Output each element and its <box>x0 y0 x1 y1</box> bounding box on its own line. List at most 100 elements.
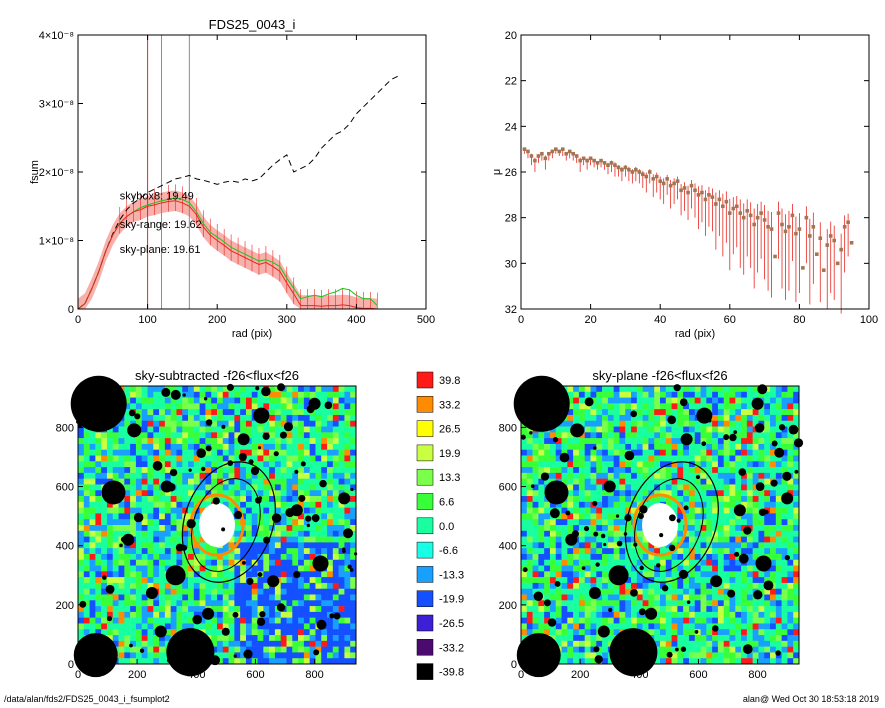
sky-plane-pixel <box>741 461 748 468</box>
sky-plane-pixel <box>526 600 533 607</box>
sky-plane-pixel <box>567 582 574 590</box>
sky-plane-pixel <box>596 594 603 601</box>
sky-subtracted-ellipse-inner <box>191 478 261 572</box>
sky-subtracted-pixel <box>286 467 293 474</box>
sky-subtracted-pixel <box>89 530 96 537</box>
sky-plane-pixel <box>746 397 753 404</box>
sky-plane-pixel <box>723 611 730 618</box>
sky-plane-pixel <box>700 623 707 630</box>
sky-subtracted-pixel <box>222 635 229 642</box>
sky-subtracted-pixel <box>95 490 102 497</box>
sky-plane-pixel <box>642 559 649 566</box>
mu-point <box>654 174 659 179</box>
sky-plane-pixel <box>741 443 748 451</box>
sky-subtracted-pixel <box>193 461 200 468</box>
sky-plane-pixel <box>764 501 771 508</box>
sky-subtracted-pixel <box>315 409 322 416</box>
sky-subtracted-pixel <box>257 478 264 485</box>
sky-subtracted-pixel <box>159 582 166 590</box>
sky-plane-pixel <box>706 432 713 439</box>
sky-subtracted-pixel <box>147 443 154 451</box>
sky-plane-pixel <box>723 646 730 653</box>
sky-plane-pixel <box>544 611 551 618</box>
sky-plane-pixel <box>561 461 568 468</box>
sky-plane-pixel <box>775 386 782 393</box>
sky-subtracted-pixel <box>193 559 200 566</box>
sky-subtracted-pixel <box>350 438 357 445</box>
sky-plane-pixel <box>677 496 684 503</box>
sky-subtracted-pixel <box>222 420 229 427</box>
sky-subtracted-pixel <box>234 536 241 543</box>
sky-plane-pixel <box>706 496 713 503</box>
sky-plane-pixel <box>660 623 667 630</box>
sky-subtracted-pixel <box>228 559 235 566</box>
sky-subtracted-pixel <box>199 577 206 584</box>
sky-plane-pixel <box>573 600 580 607</box>
sky-subtracted-pixel <box>327 640 334 647</box>
sky-subtracted-pixel <box>124 611 131 618</box>
sky-subtracted-pixel <box>234 432 241 439</box>
sky-subtracted-pixel <box>199 501 206 508</box>
sky-subtracted-pixel <box>118 548 125 555</box>
sky-plane-pixel <box>561 559 568 566</box>
sky-subtracted-pixel <box>95 623 102 630</box>
sky-plane-pixel <box>584 652 591 659</box>
sky-plane-pixel <box>787 443 794 451</box>
sky-plane-pixel <box>648 594 655 601</box>
sky-plane-pixel <box>694 553 701 561</box>
sky-subtracted-pixel <box>298 438 305 445</box>
sky-subtracted-pixel <box>286 571 293 578</box>
sky-plane-pixel <box>706 490 713 497</box>
sky-plane-pixel <box>631 571 638 578</box>
sky-subtracted-pixel <box>124 519 131 526</box>
sky-plane-pixel <box>660 432 667 439</box>
sky-plane-pixel <box>683 542 690 549</box>
sky-plane-pixel <box>578 629 586 636</box>
sky-plane-pixel <box>688 559 696 566</box>
sky-plane-pixel <box>775 542 782 549</box>
sky-plane-pixel <box>683 461 690 468</box>
sky-plane-pixel <box>781 455 788 462</box>
sky-subtracted-pixel <box>257 386 264 393</box>
sky-subtracted-pixel <box>269 525 276 532</box>
sky-plane-pixel <box>619 432 626 439</box>
sky-plane-pixel <box>631 490 638 497</box>
sky-plane-pixel <box>700 530 707 537</box>
sky-plane-pixel <box>549 449 557 456</box>
sky-plane-pixel <box>741 571 748 578</box>
sky-subtracted-pixel <box>263 588 270 595</box>
sky-plane-pixel <box>625 519 632 526</box>
sky-subtracted-pixel <box>222 571 229 578</box>
sky-subtracted-pixel <box>257 600 264 607</box>
sky-plane-pixel <box>521 577 528 584</box>
sky-plane-pixel <box>584 565 591 572</box>
sky-plane-pixel <box>764 571 771 578</box>
sky-subtracted-pixel <box>327 420 334 427</box>
sky-subtracted-pixel <box>286 635 293 642</box>
sky-subtracted-pixel <box>251 478 258 485</box>
sky-plane-pixel <box>590 484 597 491</box>
sky-plane-pixel <box>688 588 696 595</box>
sky-subtracted-pixel <box>176 432 183 439</box>
sky-plane-pixel <box>746 571 753 578</box>
sky-subtracted-pixel <box>245 490 253 497</box>
sky-plane-pixel <box>567 640 574 647</box>
sky-subtracted-pixel <box>228 611 235 618</box>
sky-subtracted-pixel <box>182 588 189 595</box>
sky-plane-pixel <box>683 652 690 659</box>
sky-plane-pixel <box>607 536 614 543</box>
sky-subtracted-mask-blob <box>256 617 266 626</box>
sky-subtracted-pixel <box>95 629 102 636</box>
sky-plane-pixel <box>665 467 672 474</box>
sky-subtracted-mask-blob <box>212 497 220 505</box>
sky-plane-pixel <box>671 432 678 439</box>
sky-plane-pixel <box>683 501 690 508</box>
sky-plane-pixel <box>735 467 742 474</box>
sky-subtracted-pixel <box>344 646 351 653</box>
sky-plane-pixel <box>613 484 620 491</box>
sky-plane-pixel <box>619 403 626 410</box>
sky-plane-pixel <box>584 391 591 398</box>
sky-subtracted-pixel <box>274 559 282 566</box>
sky-subtracted-pixel <box>303 577 310 584</box>
sky-plane-pixel <box>688 571 696 578</box>
